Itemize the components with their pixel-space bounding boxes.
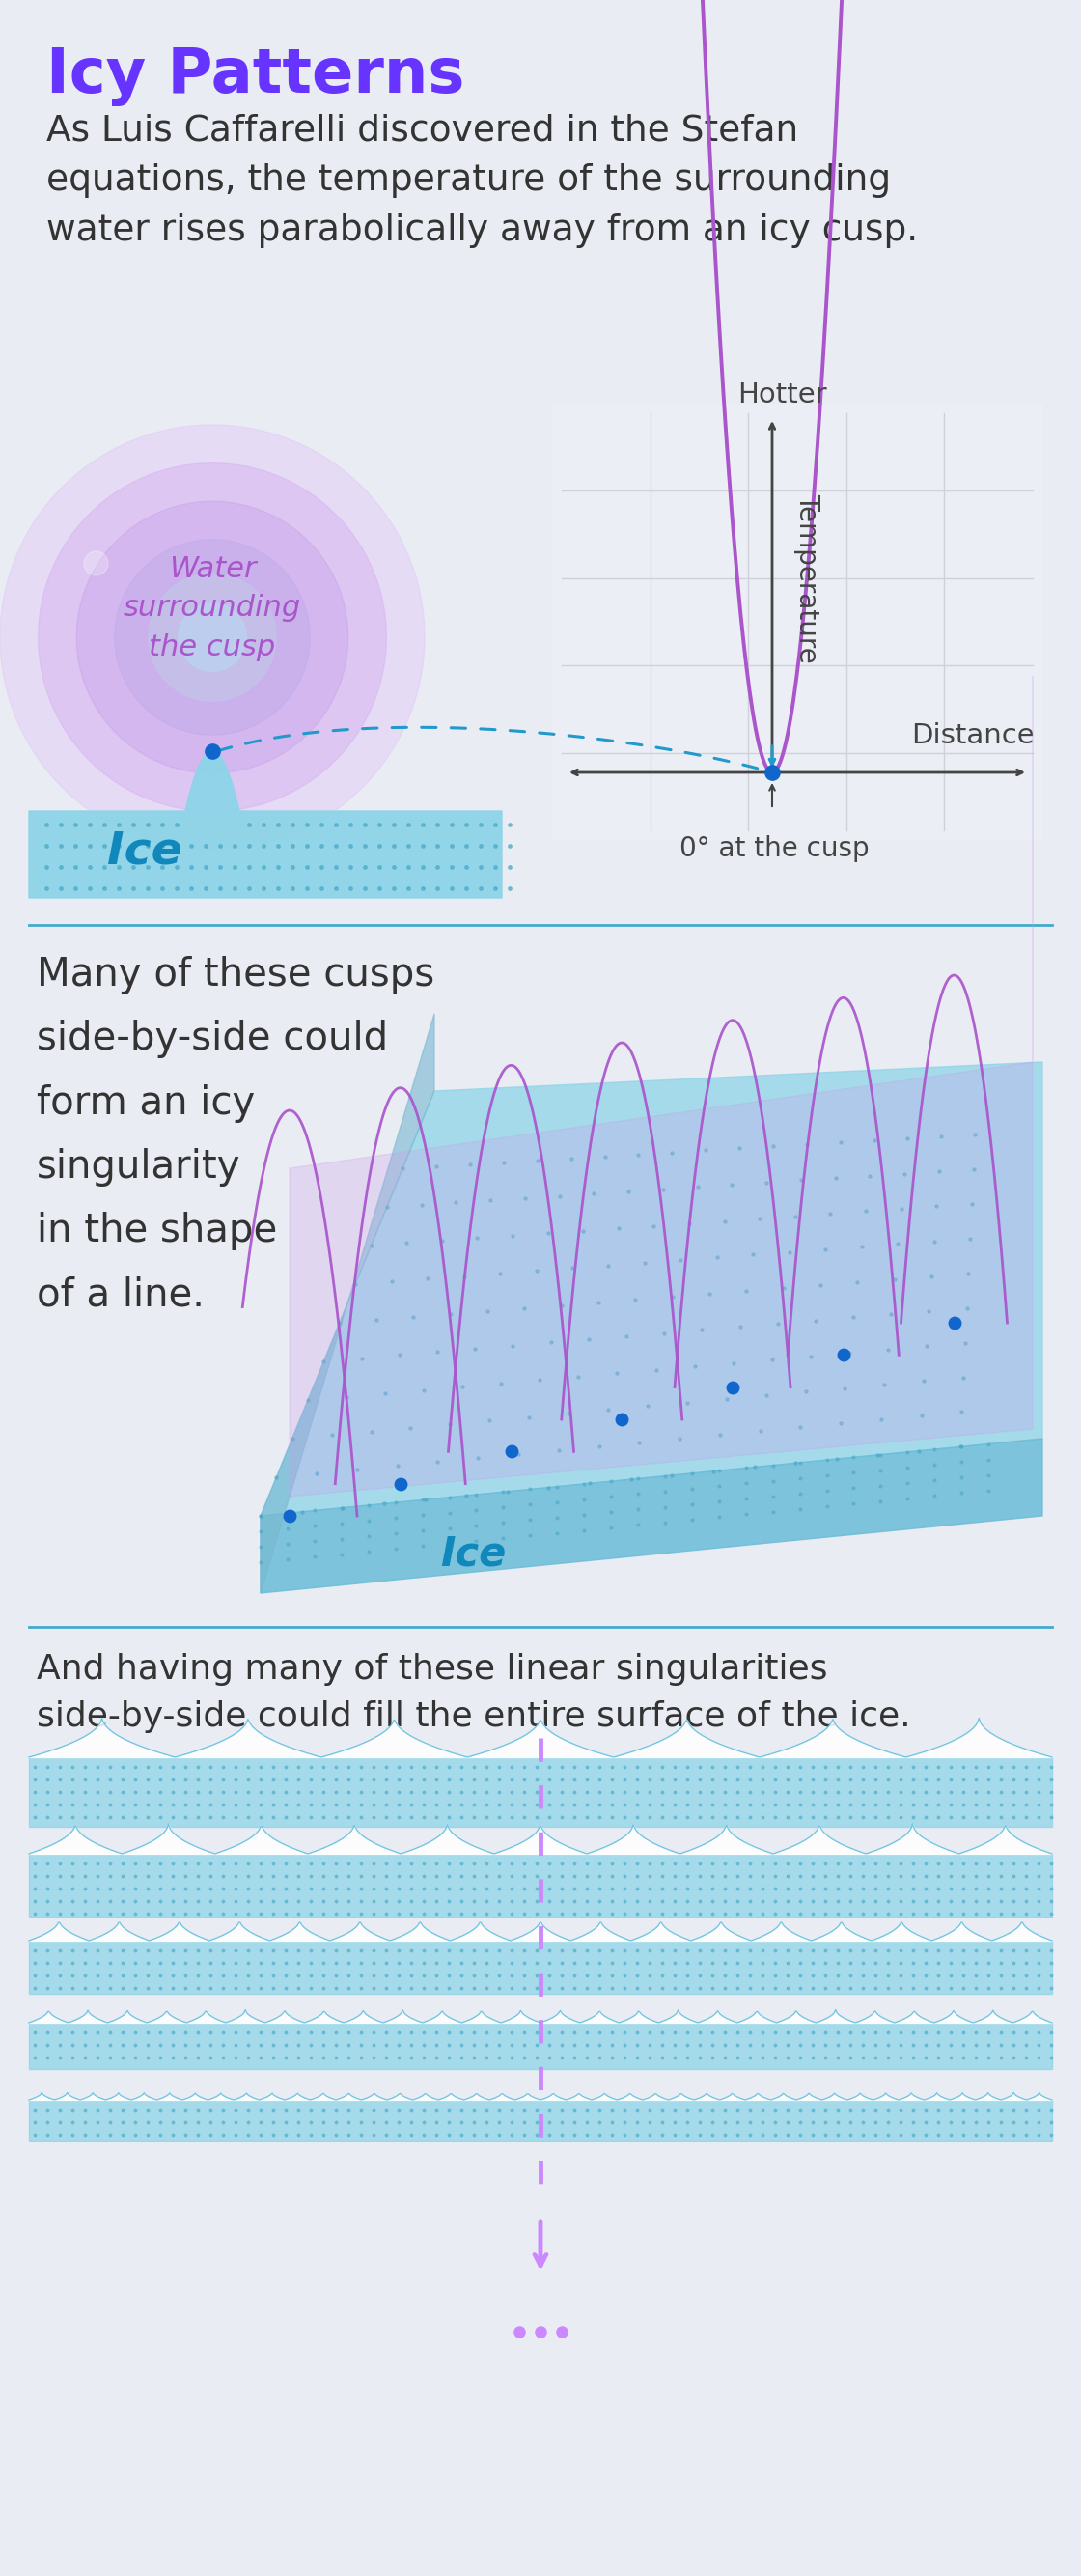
Text: Water
surrounding
the cusp: Water surrounding the cusp bbox=[123, 556, 302, 662]
Text: Many of these cusps
side-by-side could
form an icy
singularity
in the shape
of a: Many of these cusps side-by-side could f… bbox=[37, 956, 435, 1314]
Polygon shape bbox=[38, 464, 387, 811]
Polygon shape bbox=[29, 1855, 1052, 1917]
Polygon shape bbox=[77, 502, 348, 773]
Polygon shape bbox=[552, 404, 1042, 840]
Polygon shape bbox=[0, 425, 425, 850]
Text: Hotter: Hotter bbox=[737, 381, 827, 410]
Text: And having many of these linear singularities
side-by-side could fill the entire: And having many of these linear singular… bbox=[37, 1654, 911, 1734]
Text: Temperature: Temperature bbox=[793, 495, 820, 662]
Text: Ice: Ice bbox=[440, 1535, 506, 1574]
Polygon shape bbox=[29, 2099, 1052, 2141]
Polygon shape bbox=[29, 2022, 1052, 2069]
Polygon shape bbox=[29, 752, 502, 899]
Polygon shape bbox=[29, 1940, 1052, 1994]
Text: Icy Patterns: Icy Patterns bbox=[46, 46, 465, 106]
Text: 0° at the cusp: 0° at the cusp bbox=[679, 835, 869, 863]
Polygon shape bbox=[261, 1437, 1042, 1592]
Text: Ice: Ice bbox=[107, 829, 183, 873]
Text: Distance: Distance bbox=[911, 721, 1035, 750]
Polygon shape bbox=[115, 538, 310, 734]
Polygon shape bbox=[29, 1757, 1052, 1826]
Polygon shape bbox=[149, 574, 276, 701]
Polygon shape bbox=[290, 675, 1032, 1497]
Polygon shape bbox=[261, 1061, 1042, 1515]
Text: As Luis Caffarelli discovered in the Stefan
equations, the temperature of the su: As Luis Caffarelli discovered in the Ste… bbox=[46, 113, 918, 247]
Polygon shape bbox=[178, 603, 246, 672]
Polygon shape bbox=[261, 1015, 435, 1592]
